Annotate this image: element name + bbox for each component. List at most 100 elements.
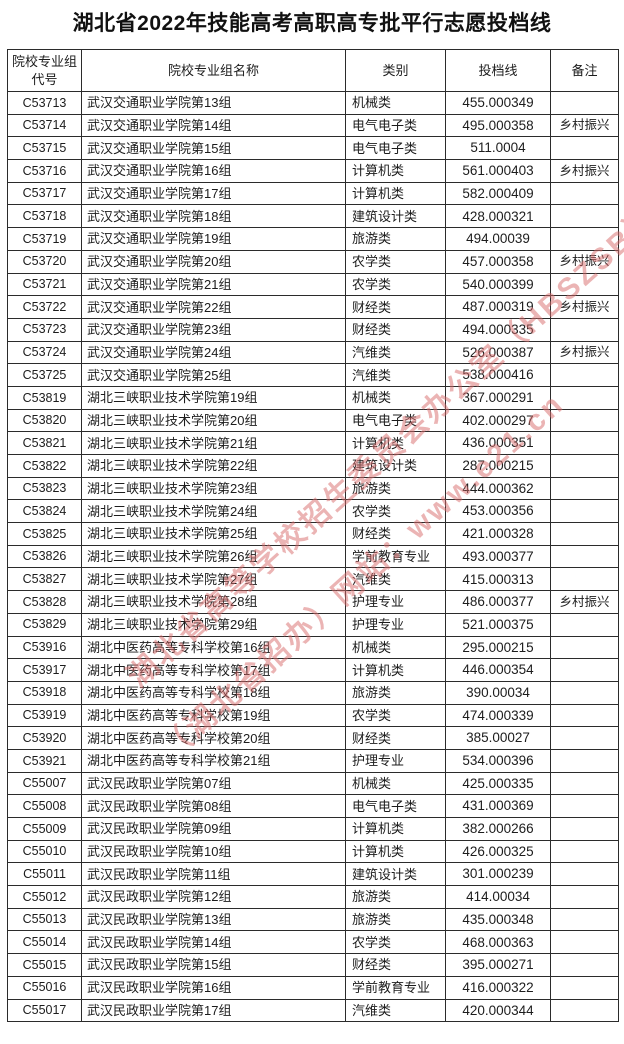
table-row: C53718 武汉交通职业学院第18组 建筑设计类 428.000321 [7, 204, 619, 229]
note-cell [550, 726, 619, 750]
score-cell: 416.000322 [445, 975, 551, 1000]
group-code-cell: C55017 [7, 998, 82, 1023]
group-code-cell: C53920 [7, 726, 82, 750]
category-cell: 护理专业 [345, 590, 446, 614]
group-code-cell: C53724 [7, 340, 82, 365]
category-cell: 农学类 [345, 930, 446, 955]
note-cell [550, 998, 619, 1023]
note-cell: 乡村振兴 [550, 159, 619, 183]
category-cell: 建筑设计类 [345, 454, 446, 478]
group-code-cell: C53721 [7, 272, 82, 297]
note-cell [550, 635, 619, 660]
score-cell: 428.000321 [445, 204, 551, 229]
table-row: C55013 武汉民政职业学院第13组 旅游类 435.000348 [7, 907, 619, 932]
table-row: C53721 武汉交通职业学院第21组 农学类 540.000399 [7, 272, 619, 297]
note-cell [550, 748, 619, 773]
score-cell: 295.000215 [445, 635, 551, 660]
category-cell: 农学类 [345, 703, 446, 728]
table-row: C53823 湖北三峡职业技术学院第23组 旅游类 444.000362 [7, 476, 619, 501]
group-code-cell: C55012 [7, 885, 82, 909]
category-cell: 建筑设计类 [345, 862, 446, 887]
category-cell: 学前教育专业 [345, 975, 446, 1000]
table-row: C53918 湖北中医药高等专科学校第18组 旅游类 390.00034 [7, 680, 619, 705]
note-cell [550, 953, 619, 977]
header-note: 备注 [550, 49, 619, 92]
category-cell: 计算机类 [345, 817, 446, 841]
group-name-cell: 武汉民政职业学院第11组 [81, 862, 346, 887]
group-name-cell: 武汉交通职业学院第19组 [81, 227, 346, 251]
group-name-cell: 武汉交通职业学院第18组 [81, 204, 346, 229]
category-cell: 汽维类 [345, 340, 446, 365]
group-name-cell: 武汉民政职业学院第12组 [81, 885, 346, 909]
category-cell: 旅游类 [345, 680, 446, 705]
score-cell: 301.000239 [445, 862, 551, 887]
group-code-cell: C55011 [7, 862, 82, 887]
table-row: C55010 武汉民政职业学院第10组 计算机类 426.000325 [7, 839, 619, 864]
note-cell [550, 522, 619, 546]
score-cell: 436.000351 [445, 431, 551, 455]
table-row: C53717 武汉交通职业学院第17组 计算机类 582.000409 [7, 181, 619, 206]
table-row: C53916 湖北中医药高等专科学校第16组 机械类 295.000215 [7, 635, 619, 660]
category-cell: 电气电子类 [345, 113, 446, 138]
group-code-cell: C53819 [7, 385, 82, 410]
note-cell [550, 794, 619, 818]
admission-score-table: 院校专业组 代号 院校专业组名称 类别 投档线 备注 C53713 武汉交通职业学… [7, 49, 619, 1023]
table-row: C53724 武汉交通职业学院第24组 汽维类 526.000387 乡村振兴 [7, 340, 619, 365]
note-cell [550, 317, 619, 342]
category-cell: 护理专业 [345, 612, 446, 637]
note-cell: 乡村振兴 [550, 295, 619, 319]
note-cell [550, 771, 619, 796]
category-cell: 农学类 [345, 272, 446, 297]
group-name-cell: 湖北三峡职业技术学院第26组 [81, 544, 346, 569]
score-cell: 561.000403 [445, 159, 551, 183]
category-cell: 旅游类 [345, 907, 446, 932]
group-code-cell: C53824 [7, 499, 82, 524]
score-cell: 540.000399 [445, 272, 551, 297]
note-cell [550, 408, 619, 433]
header-score-line: 投档线 [445, 49, 551, 92]
score-cell: 453.000356 [445, 499, 551, 524]
group-name-cell: 武汉民政职业学院第07组 [81, 771, 346, 796]
category-cell: 建筑设计类 [345, 204, 446, 229]
group-code-cell: C53828 [7, 590, 82, 614]
group-code-cell: C53921 [7, 748, 82, 773]
score-cell: 390.00034 [445, 680, 551, 705]
group-code-cell: C53827 [7, 567, 82, 592]
group-code-cell: C55016 [7, 975, 82, 1000]
group-code-cell: C53723 [7, 317, 82, 342]
category-cell: 计算机类 [345, 431, 446, 455]
group-name-cell: 武汉交通职业学院第23组 [81, 317, 346, 342]
category-cell: 农学类 [345, 249, 446, 274]
group-name-cell: 武汉交通职业学院第14组 [81, 113, 346, 138]
group-code-cell: C55014 [7, 930, 82, 955]
table-row: C53824 湖北三峡职业技术学院第24组 农学类 453.000356 [7, 499, 619, 524]
score-cell: 426.000325 [445, 839, 551, 864]
score-cell: 582.000409 [445, 181, 551, 206]
group-name-cell: 武汉交通职业学院第20组 [81, 249, 346, 274]
category-cell: 旅游类 [345, 885, 446, 909]
category-cell: 汽维类 [345, 363, 446, 387]
score-cell: 287.000215 [445, 454, 551, 478]
group-name-cell: 武汉交通职业学院第13组 [81, 91, 346, 115]
group-code-cell: C53714 [7, 113, 82, 138]
group-name-cell: 武汉民政职业学院第15组 [81, 953, 346, 977]
score-cell: 474.000339 [445, 703, 551, 728]
note-cell [550, 204, 619, 229]
group-code-cell: C53916 [7, 635, 82, 660]
table-row: C53720 武汉交通职业学院第20组 农学类 457.000358 乡村振兴 [7, 249, 619, 274]
table-row: C53723 武汉交通职业学院第23组 财经类 494.000335 [7, 317, 619, 342]
note-cell [550, 680, 619, 705]
table-row: C55011 武汉民政职业学院第11组 建筑设计类 301.000239 [7, 862, 619, 887]
group-code-cell: C55009 [7, 817, 82, 841]
score-cell: 420.000344 [445, 998, 551, 1023]
note-cell [550, 567, 619, 592]
table-body: C53713 武汉交通职业学院第13组 机械类 455.000349 C53714 武汉交… [7, 91, 619, 1023]
category-cell: 计算机类 [345, 658, 446, 682]
table-row: C53719 武汉交通职业学院第19组 旅游类 494.00039 [7, 227, 619, 251]
group-code-cell: C53823 [7, 476, 82, 501]
category-cell: 农学类 [345, 499, 446, 524]
group-name-cell: 武汉民政职业学院第10组 [81, 839, 346, 864]
score-cell: 487.000319 [445, 295, 551, 319]
score-cell: 455.000349 [445, 91, 551, 115]
group-name-cell: 湖北三峡职业技术学院第28组 [81, 590, 346, 614]
